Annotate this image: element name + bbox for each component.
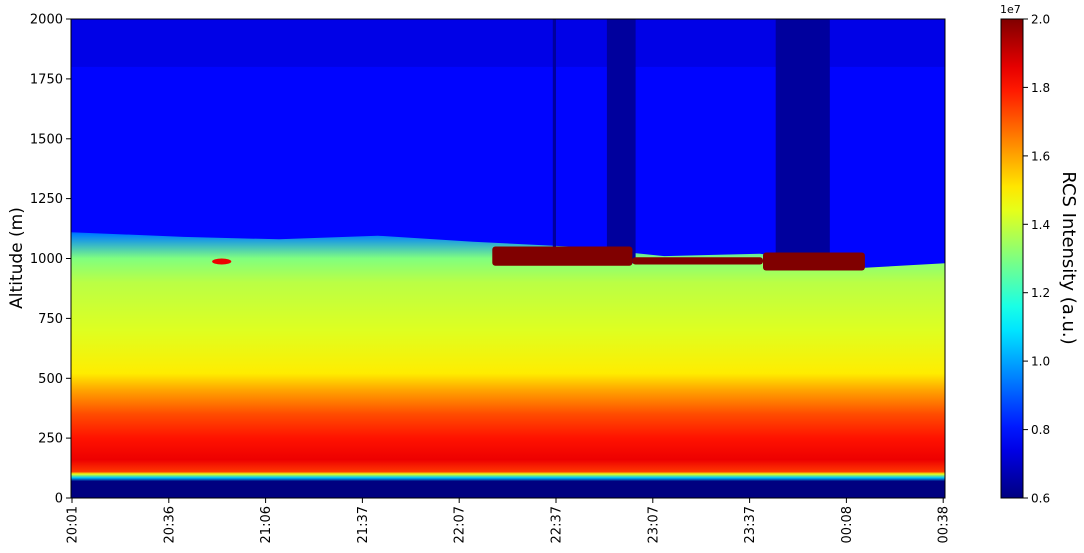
x-tick-label: 23:07 — [646, 506, 661, 543]
cloud-layer-segment — [492, 246, 633, 266]
colorbar-scale — [1000, 18, 1024, 499]
y-tick-label: 750 — [38, 312, 63, 327]
colorbar-tick-label: 1.0 — [1031, 355, 1050, 369]
y-tick-label: 0 — [55, 492, 63, 507]
x-tick-label: 00:38 — [937, 506, 952, 543]
y-tick-label: 1500 — [30, 132, 63, 147]
y-tick-label: 250 — [38, 432, 63, 447]
colorbar-tick-label: 1.4 — [1031, 218, 1050, 232]
cloud-layer-segment — [632, 257, 763, 265]
x-tick-label: 22:07 — [453, 506, 468, 543]
y-axis: 0 250 500 750 1000 1250 1500 1750 2000 — [30, 13, 71, 507]
colorbar-multiplier: 1e7 — [1000, 3, 1021, 16]
signal-dropout-band — [775, 19, 830, 264]
y-tick-label: 1750 — [30, 72, 63, 87]
x-tick-label: 21:37 — [356, 506, 371, 543]
y-tick-label: 1000 — [30, 252, 63, 267]
x-tick-label: 20:01 — [66, 506, 81, 543]
colorbar-tick-label: 0.6 — [1031, 492, 1050, 506]
y-axis-label: Altitude (m) — [7, 207, 27, 309]
y-tick-label: 500 — [38, 372, 63, 387]
free-troposphere-region — [71, 19, 945, 269]
signal-dropout-band — [606, 19, 636, 264]
x-axis: 20:01 20:36 21:06 21:37 22:07 22:37 23:07 23:37… — [66, 498, 952, 543]
x-tick-label: 00:08 — [840, 506, 855, 543]
colorbar: 0.6 0.8 1.0 1.2 1.4 1.6 1.8 2.0 1e7 RCS Intensi… — [1000, 3, 1079, 506]
x-tick-label: 20:36 — [162, 506, 177, 543]
heatmap-features — [71, 19, 945, 271]
x-tick-label: 21:06 — [259, 506, 274, 543]
x-tick-label: 23:37 — [743, 506, 758, 543]
plot-area — [71, 19, 945, 498]
colorbar-tick-label: 0.8 — [1031, 423, 1050, 437]
colorbar-tick-label: 1.8 — [1031, 81, 1050, 95]
colorbar-tick-label: 1.6 — [1031, 149, 1050, 163]
colorbar-ticks: 0.6 0.8 1.0 1.2 1.4 1.6 1.8 2.0 — [1023, 13, 1050, 506]
cloud-layer-segment — [763, 252, 865, 271]
y-tick-label: 2000 — [30, 13, 63, 28]
aerosol-layer — [212, 258, 232, 265]
y-tick-label: 1250 — [30, 192, 63, 207]
colorbar-tick-label: 2.0 — [1031, 13, 1050, 27]
colorbar-tick-label: 1.2 — [1031, 286, 1050, 300]
signal-dropout-band — [552, 19, 556, 264]
x-tick-label: 22:37 — [550, 506, 565, 543]
colorbar-label: RCS Intensity (a.u.) — [1058, 171, 1079, 344]
